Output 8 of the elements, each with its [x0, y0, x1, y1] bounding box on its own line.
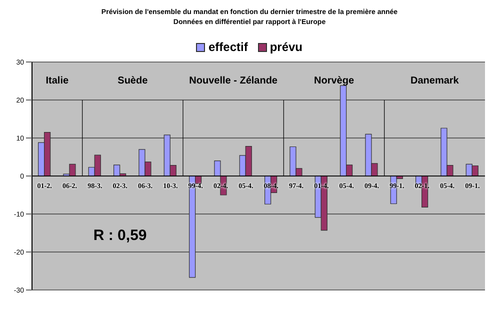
annotation: R : 0,59: [93, 226, 147, 244]
legend-label: prévu: [268, 40, 303, 54]
annotation: Danemark: [410, 76, 460, 87]
annotation: Italie: [46, 76, 69, 87]
legend-label: effectif: [207, 40, 248, 54]
annotation: Nouvelle - Zélande: [189, 76, 278, 87]
annotation: Norvège: [314, 76, 354, 87]
annotation: Suède: [118, 76, 148, 87]
